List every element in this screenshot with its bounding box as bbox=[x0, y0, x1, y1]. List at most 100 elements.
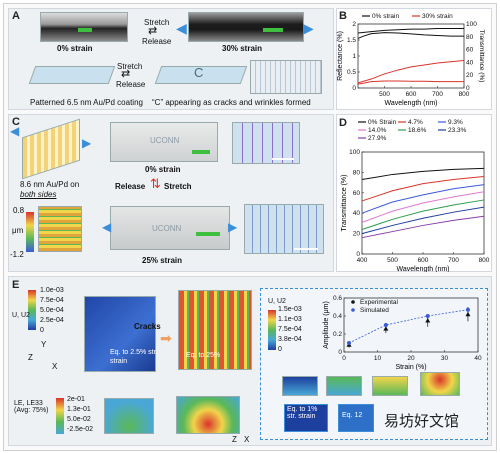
x-axis-label: Wavelength (nm) bbox=[384, 100, 437, 107]
watermark-text: 易坊好文馆 bbox=[384, 413, 460, 430]
y2-tick-label-2: 40 bbox=[466, 59, 474, 66]
electrode-bar-c2 bbox=[196, 232, 220, 236]
colorbar-e2 bbox=[268, 310, 276, 350]
eq12-box bbox=[338, 404, 374, 432]
legend-label-1: 30% strain bbox=[422, 13, 453, 20]
sim-block-2-5 bbox=[84, 296, 156, 372]
cbar-min-c: -1.2 bbox=[10, 250, 24, 259]
legend1-tick-3: 2.5e-04 bbox=[40, 317, 64, 324]
scale-bar-c1 bbox=[272, 158, 294, 160]
y-axis-label: Reflectance (%) bbox=[337, 31, 344, 81]
panel-e-label: E bbox=[12, 279, 20, 291]
caption-right-a: “C” appearing as cracks and wrinkles for… bbox=[152, 98, 311, 107]
legend-label-6: 27.9% bbox=[368, 135, 387, 142]
chart-b-svg: 500 600 700 80000.511.52020406080100Transmi… bbox=[337, 13, 485, 107]
legend2-tick-3: 3.8e-04 bbox=[278, 336, 302, 343]
caption-left-a: Patterned 6.5 nm Au/Pd coating bbox=[30, 98, 143, 107]
y-tick-label-3: 1.5 bbox=[347, 37, 356, 44]
wrinkle-profile-4 bbox=[420, 372, 460, 396]
y-tick-label-3: 60 bbox=[353, 190, 361, 197]
legend2-title: U, U2 bbox=[268, 298, 286, 305]
axis-x-left: X bbox=[52, 362, 58, 371]
point-1-0 bbox=[347, 341, 352, 345]
y-tick-label-0: 0 bbox=[338, 349, 342, 356]
axis-y-left: Y bbox=[41, 340, 47, 349]
legend-label-3: 14.0% bbox=[368, 127, 387, 134]
legend3-title: LE, LE33 (Avg: 75%) bbox=[14, 400, 49, 414]
arrow-exchange-a2: ⇄ bbox=[121, 68, 131, 80]
label-eq-2-5-text: Eq. to 2.5% str. strain bbox=[110, 349, 158, 365]
label-stretch-c: Stretch bbox=[164, 182, 192, 191]
series-line-0 bbox=[361, 167, 485, 181]
uconn-logo-c2: UCONN bbox=[152, 224, 182, 233]
x-tick-label-0: 400 bbox=[357, 257, 368, 264]
arrow-exchange-a: ⇄ bbox=[148, 25, 158, 37]
legend3-tick-3: -2.5e-02 bbox=[67, 426, 94, 433]
uconn-logo-c1: UCONN bbox=[150, 136, 180, 145]
y2-tick-label-4: 80 bbox=[466, 34, 474, 41]
electrode-bar-c1 bbox=[192, 150, 210, 154]
legend1-tick-1: 7.5e-04 bbox=[40, 297, 64, 304]
y-tick-label-2: 40 bbox=[353, 210, 361, 217]
arrow-right-icon: ▶ bbox=[303, 20, 314, 36]
legend3-tick-2: 5.0e-02 bbox=[67, 416, 91, 423]
point-1-2 bbox=[425, 314, 430, 318]
panel-a-label: A bbox=[12, 10, 20, 22]
sim-block-25 bbox=[178, 290, 252, 370]
arrow-next-icon: ➡ bbox=[160, 330, 172, 346]
arrows-release-stretch-c: ⇅ bbox=[150, 176, 161, 191]
series-line-2 bbox=[361, 184, 485, 214]
chart-d-svg: 400 500 600 700 800 0 20 40 60 80 100 Wavelength (n… bbox=[341, 119, 490, 273]
photo-25-strain-c bbox=[110, 206, 230, 250]
label-eq-1: Eq. to 1% str. strain bbox=[287, 406, 327, 420]
arrow-right-c2: ▶ bbox=[228, 220, 238, 234]
series-line-2 bbox=[357, 27, 464, 34]
y-tick-label-4: 2 bbox=[352, 21, 356, 28]
y2-tick-label-5: 100 bbox=[466, 21, 477, 28]
photo-30-strain bbox=[188, 12, 304, 42]
label-eq-12: Eq. 12 bbox=[342, 412, 363, 419]
panel-d-label: D bbox=[339, 117, 347, 129]
coating-label-c: 8.6 nm Au/Pd on bbox=[20, 180, 80, 189]
panel-b bbox=[336, 8, 492, 110]
x-tick-label-3: 800 bbox=[459, 91, 470, 98]
legend2-tick-4: 0 bbox=[278, 346, 282, 353]
x-axis-label: Strain (%) bbox=[395, 364, 426, 371]
colorbar-c bbox=[26, 212, 34, 252]
chart-e: 0 10 20 30 40 0 0.2 0.4 0.6 Strain (%) Amplitude (… bbox=[318, 290, 488, 377]
label-stretch-a: Stretch bbox=[144, 18, 170, 27]
legend2-tick-0: 1.5e-03 bbox=[278, 306, 302, 313]
label-0-strain-c: 0% strain bbox=[145, 165, 181, 174]
wrinkle-profile-1 bbox=[282, 376, 318, 396]
micrograph-cracks-a bbox=[250, 60, 322, 94]
legend3-tick-1: 1.3e-01 bbox=[67, 406, 91, 413]
chart-d: 400 500 600 700 800 0 20 40 60 80 100 Wavelength (n… bbox=[336, 114, 492, 277]
legend-label-0: Experimental bbox=[360, 299, 398, 306]
axis-x-bottom: X bbox=[244, 435, 250, 444]
axis-z-left: Z bbox=[28, 353, 33, 362]
y-tick-label-1: 0.2 bbox=[333, 331, 342, 338]
point-1-1 bbox=[383, 323, 388, 327]
label-release-a2: Release bbox=[116, 80, 146, 89]
scale-bar-c2 bbox=[294, 248, 318, 250]
x-tick-label-0: 500 bbox=[379, 91, 390, 98]
y-tick-label-2: 1 bbox=[352, 53, 356, 60]
panel-b-label: B bbox=[339, 10, 347, 22]
axis-z-bottom: Z bbox=[232, 435, 237, 444]
label-0-strain-a: 0% strain bbox=[57, 44, 93, 53]
y-tick-label-1: 20 bbox=[353, 231, 361, 238]
photo-0-strain-c bbox=[110, 122, 218, 162]
wrinkle-profile-2 bbox=[326, 376, 362, 396]
y-axis-label: Transmittance (%) bbox=[341, 175, 348, 232]
y-tick-label-5: 100 bbox=[349, 149, 360, 156]
label-eq-2-5: Eq. to 2.5% str. strain bbox=[110, 348, 160, 366]
cbar-unit-c: μm bbox=[12, 226, 24, 235]
legend-label-0: 0% Strain bbox=[368, 119, 397, 126]
legend2-tick-2: 7.5e-04 bbox=[278, 326, 302, 333]
y-tick-label-1: 0.5 bbox=[347, 69, 356, 76]
series-line-0 bbox=[357, 32, 464, 39]
series-line-1 bbox=[348, 309, 469, 344]
height-map-c bbox=[38, 206, 82, 252]
chart-b: 500 600 700 800 0 0.5 1 1.5 2 0 20 40 60 80 100 Transmi… bbox=[336, 8, 492, 115]
x-tick-label-1: 10 bbox=[374, 355, 382, 362]
